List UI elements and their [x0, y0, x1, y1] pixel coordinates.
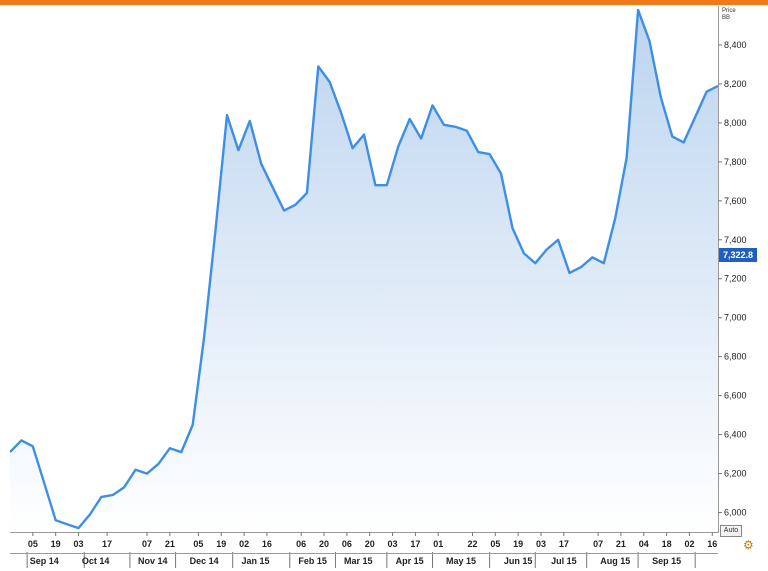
- x-month-label: Apr 15: [396, 556, 424, 566]
- x-month-label: Aug 15: [600, 556, 630, 566]
- x-day-label: 06: [296, 539, 306, 549]
- y-tick-label: 7,400: [724, 235, 747, 245]
- unit-axis-label: BB: [722, 15, 731, 21]
- x-day-label: 19: [216, 539, 226, 549]
- x-month-label: Oct 14: [82, 556, 110, 566]
- x-month-label: Feb 15: [298, 556, 327, 566]
- y-tick-label: 6,000: [724, 508, 747, 518]
- x-day-label: 05: [193, 539, 203, 549]
- y-tick-label: 7,800: [724, 157, 747, 167]
- x-day-label: 01: [433, 539, 443, 549]
- y-tick-label: 8,200: [724, 79, 747, 89]
- x-day-label: 21: [165, 539, 175, 549]
- auto-scale-button[interactable]: Auto: [720, 525, 742, 537]
- y-tick-label: 6,400: [724, 430, 747, 440]
- x-day-label: 07: [142, 539, 152, 549]
- x-day-label: 19: [513, 539, 523, 549]
- price-area-chart: [10, 8, 718, 532]
- x-day-label: 05: [490, 539, 500, 549]
- price-axis-label: Price: [722, 8, 736, 14]
- x-day-label: 03: [536, 539, 546, 549]
- time-axis-divider: [10, 553, 718, 554]
- x-month-label: Sep 15: [652, 556, 681, 566]
- y-tick-label: 7,600: [724, 196, 747, 206]
- x-month-label: Jul 15: [551, 556, 577, 566]
- x-month-label: May 15: [446, 556, 476, 566]
- wrench-icon[interactable]: ⚙: [743, 538, 754, 552]
- y-tick-label: 6,200: [724, 469, 747, 479]
- price-area-fill: [10, 9, 718, 532]
- x-day-label: 03: [388, 539, 398, 549]
- y-tick-label: 7,000: [724, 313, 747, 323]
- y-tick-label: 6,800: [724, 352, 747, 362]
- x-month-label: Nov 14: [138, 556, 168, 566]
- x-day-label: 19: [51, 539, 61, 549]
- window-top-border: [0, 0, 768, 5]
- x-day-label: 17: [102, 539, 112, 549]
- x-day-label: 04: [639, 539, 649, 549]
- x-month-label: Mar 15: [344, 556, 373, 566]
- x-day-label: 03: [74, 539, 84, 549]
- x-month-label: Jan 15: [242, 556, 270, 566]
- chart-plot-area[interactable]: [10, 6, 719, 533]
- x-day-label: 07: [593, 539, 603, 549]
- x-day-label: 16: [262, 539, 272, 549]
- x-day-label: 02: [684, 539, 694, 549]
- current-price-badge: 7,322.8: [719, 247, 757, 262]
- x-month-label: Jun 15: [504, 556, 533, 566]
- price-series-line: [10, 8, 718, 530]
- y-tick-label: 8,000: [724, 118, 747, 128]
- x-day-label: 06: [342, 539, 352, 549]
- y-tick-label: 8,400: [724, 40, 747, 50]
- y-tick-label: 6,600: [724, 391, 747, 401]
- x-day-label: 20: [319, 539, 329, 549]
- x-day-label: 18: [662, 539, 672, 549]
- x-day-label: 16: [707, 539, 717, 549]
- x-day-label: 17: [410, 539, 420, 549]
- x-day-label: 21: [616, 539, 626, 549]
- x-month-label: Sep 14: [30, 556, 59, 566]
- x-month-label: Dec 14: [190, 556, 219, 566]
- price-axis-title: Price BB: [722, 8, 736, 22]
- x-day-label: 17: [559, 539, 569, 549]
- y-tick-label: 7,200: [724, 274, 747, 284]
- x-day-label: 05: [28, 539, 38, 549]
- x-day-label: 02: [239, 539, 249, 549]
- x-day-label: 22: [467, 539, 477, 549]
- x-day-label: 20: [365, 539, 375, 549]
